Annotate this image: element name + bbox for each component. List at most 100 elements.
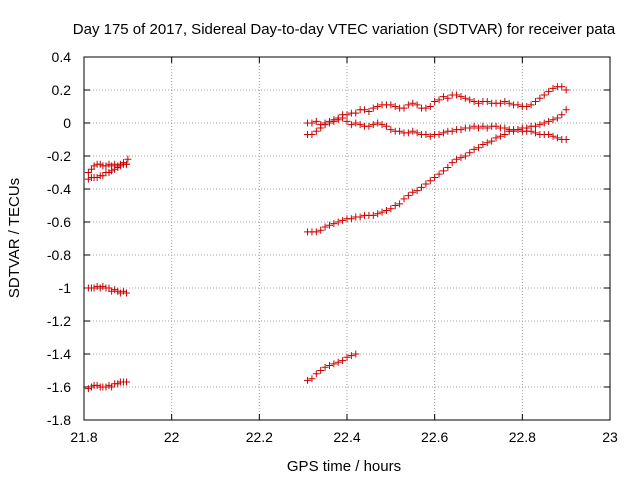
series-late-rising [304,106,570,236]
data-point [523,124,531,132]
data-point [404,129,412,137]
data-point [562,136,570,143]
x-tick-label: 22.6 [421,429,448,445]
data-point [496,132,504,140]
data-point [501,124,509,132]
y-tick-label: 0 [63,115,71,131]
data-point [444,164,452,172]
data-point [369,211,377,219]
data-point [400,195,408,203]
series-late-top [304,83,570,139]
data-point [111,286,119,294]
x-tick-label: 23 [602,429,618,445]
data-point [444,94,452,102]
data-point [396,200,404,208]
data-point [352,119,360,127]
data-point [439,129,447,137]
data-point [514,126,522,134]
y-tick-label: -1 [59,280,72,296]
data-point [84,169,92,176]
data-point [369,104,377,112]
data-point [475,99,482,107]
y-tick-label: -1.2 [47,313,71,329]
x-tick-label: 21.8 [70,429,97,445]
axis-ticks: 21.8 22 22.2 22.4 22.6 22.8 23 -1.8 -1.6 -1.4 -1.2… [47,49,618,445]
data-point [492,122,500,130]
data-point [439,167,447,175]
data-points [84,83,570,393]
data-point [317,367,325,374]
y-axis-label: SDTVAR / TECUs [6,178,23,298]
data-point [116,162,124,170]
data-point [413,101,421,109]
data-point [461,94,469,102]
data-point [325,362,333,370]
data-point [466,149,474,157]
y-tick-label: 0.4 [52,49,72,65]
x-tick-label: 22.2 [246,429,273,445]
data-point [361,106,369,114]
data-point [369,121,377,129]
data-point [374,210,382,218]
data-point [558,111,566,119]
data-point [374,103,382,110]
x-tick-label: 22.8 [509,429,536,445]
data-point [352,109,360,117]
data-point [404,101,412,109]
data-point [312,370,320,378]
data-point [479,140,487,148]
data-point [523,103,531,110]
data-point [325,221,333,229]
data-point [334,218,342,226]
data-point [391,103,399,110]
data-point [466,96,474,104]
data-point [382,122,390,130]
chart-title: Day 175 of 2017, Sidereal Day-to-day VTE… [73,21,616,38]
data-point [356,213,364,221]
data-point [396,127,404,135]
data-point [365,122,373,130]
data-point [334,358,342,366]
data-point [553,114,561,122]
data-point [426,132,434,140]
y-tick-label: -1.8 [47,412,71,428]
data-point [356,121,364,129]
data-point [457,93,465,101]
y-tick-label: 0.2 [52,82,72,98]
data-point [347,352,355,360]
data-point [505,99,513,107]
data-point [553,134,561,142]
data-point [422,104,430,112]
data-point [540,91,548,99]
data-point [409,127,417,135]
data-point [531,129,539,137]
data-point [483,139,491,147]
data-point [99,172,107,180]
data-point [312,228,320,236]
data-point [391,202,399,209]
data-point [308,131,316,139]
y-tick-label: -1.4 [47,346,71,362]
data-point [549,84,557,92]
data-point [536,94,544,102]
data-point [457,154,465,162]
data-point [325,119,333,127]
data-point [422,180,430,188]
data-point [343,353,351,361]
data-point [492,134,500,142]
data-point [93,381,101,389]
data-point [308,375,316,383]
data-point [347,121,355,129]
data-point [527,101,535,109]
data-point [343,117,351,125]
data-point [496,99,504,107]
data-point [387,126,395,134]
data-point [365,107,373,115]
data-point [448,159,456,167]
data-point [536,121,544,129]
y-tick-label: -0.6 [47,214,71,230]
y-tick-label: -1.6 [47,379,71,395]
data-point [470,98,478,106]
x-tick-label: 22 [164,429,180,445]
data-point [562,106,570,114]
